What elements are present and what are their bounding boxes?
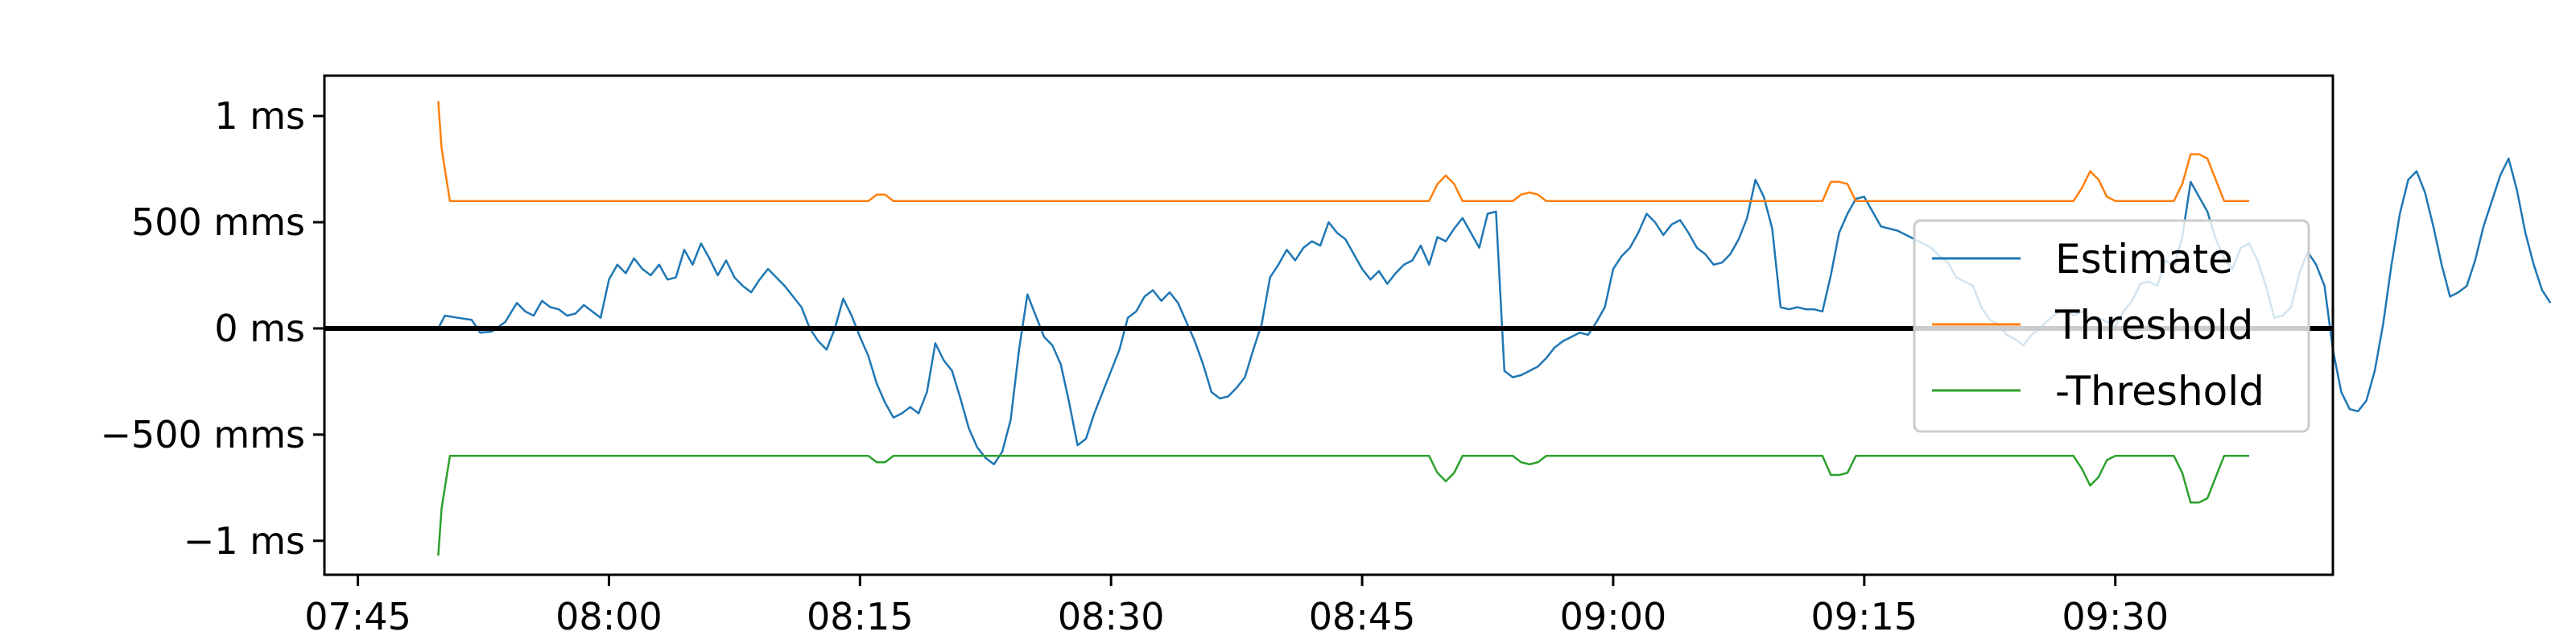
legend-label: Threshold xyxy=(2054,302,2253,349)
legend-label: -Threshold xyxy=(2055,368,2264,415)
x-tick-label: 07:45 xyxy=(304,595,411,638)
y-tick-label: 0 ms xyxy=(214,307,305,350)
series-line-threshold xyxy=(437,101,2249,202)
series-line-estimate xyxy=(437,157,2552,466)
x-tick-label: 09:00 xyxy=(1560,595,1667,638)
plot-data-layer xyxy=(437,101,2552,556)
y-tick-label: 500 mms xyxy=(131,200,305,244)
x-axis: 07:45 08:00 08:15 08:30 08:45 09:00 09:15 09:30 xyxy=(304,575,2169,638)
x-tick-label: 08:15 xyxy=(807,595,914,638)
legend-box xyxy=(1913,219,2310,433)
x-tick-label: 09:15 xyxy=(1811,595,1918,638)
x-tick-label: 08:00 xyxy=(555,595,663,638)
legend-label: Estimate xyxy=(2055,236,2233,283)
series-line-threshold xyxy=(437,455,2249,556)
y-axis: 1 ms 500 mms 0 ms −500 mms −1 ms xyxy=(100,94,324,563)
x-tick-label: 08:30 xyxy=(1058,595,1165,638)
y-tick-label: 1 ms xyxy=(214,94,305,138)
x-tick-label: 09:30 xyxy=(2062,595,2169,638)
x-tick-label: 08:45 xyxy=(1309,595,1416,638)
legend: Estimate Threshold -Threshold xyxy=(1913,219,2310,433)
y-tick-label: −1 ms xyxy=(184,519,305,563)
plot-frame xyxy=(323,74,2334,576)
y-tick-label: −500 mms xyxy=(100,413,305,456)
